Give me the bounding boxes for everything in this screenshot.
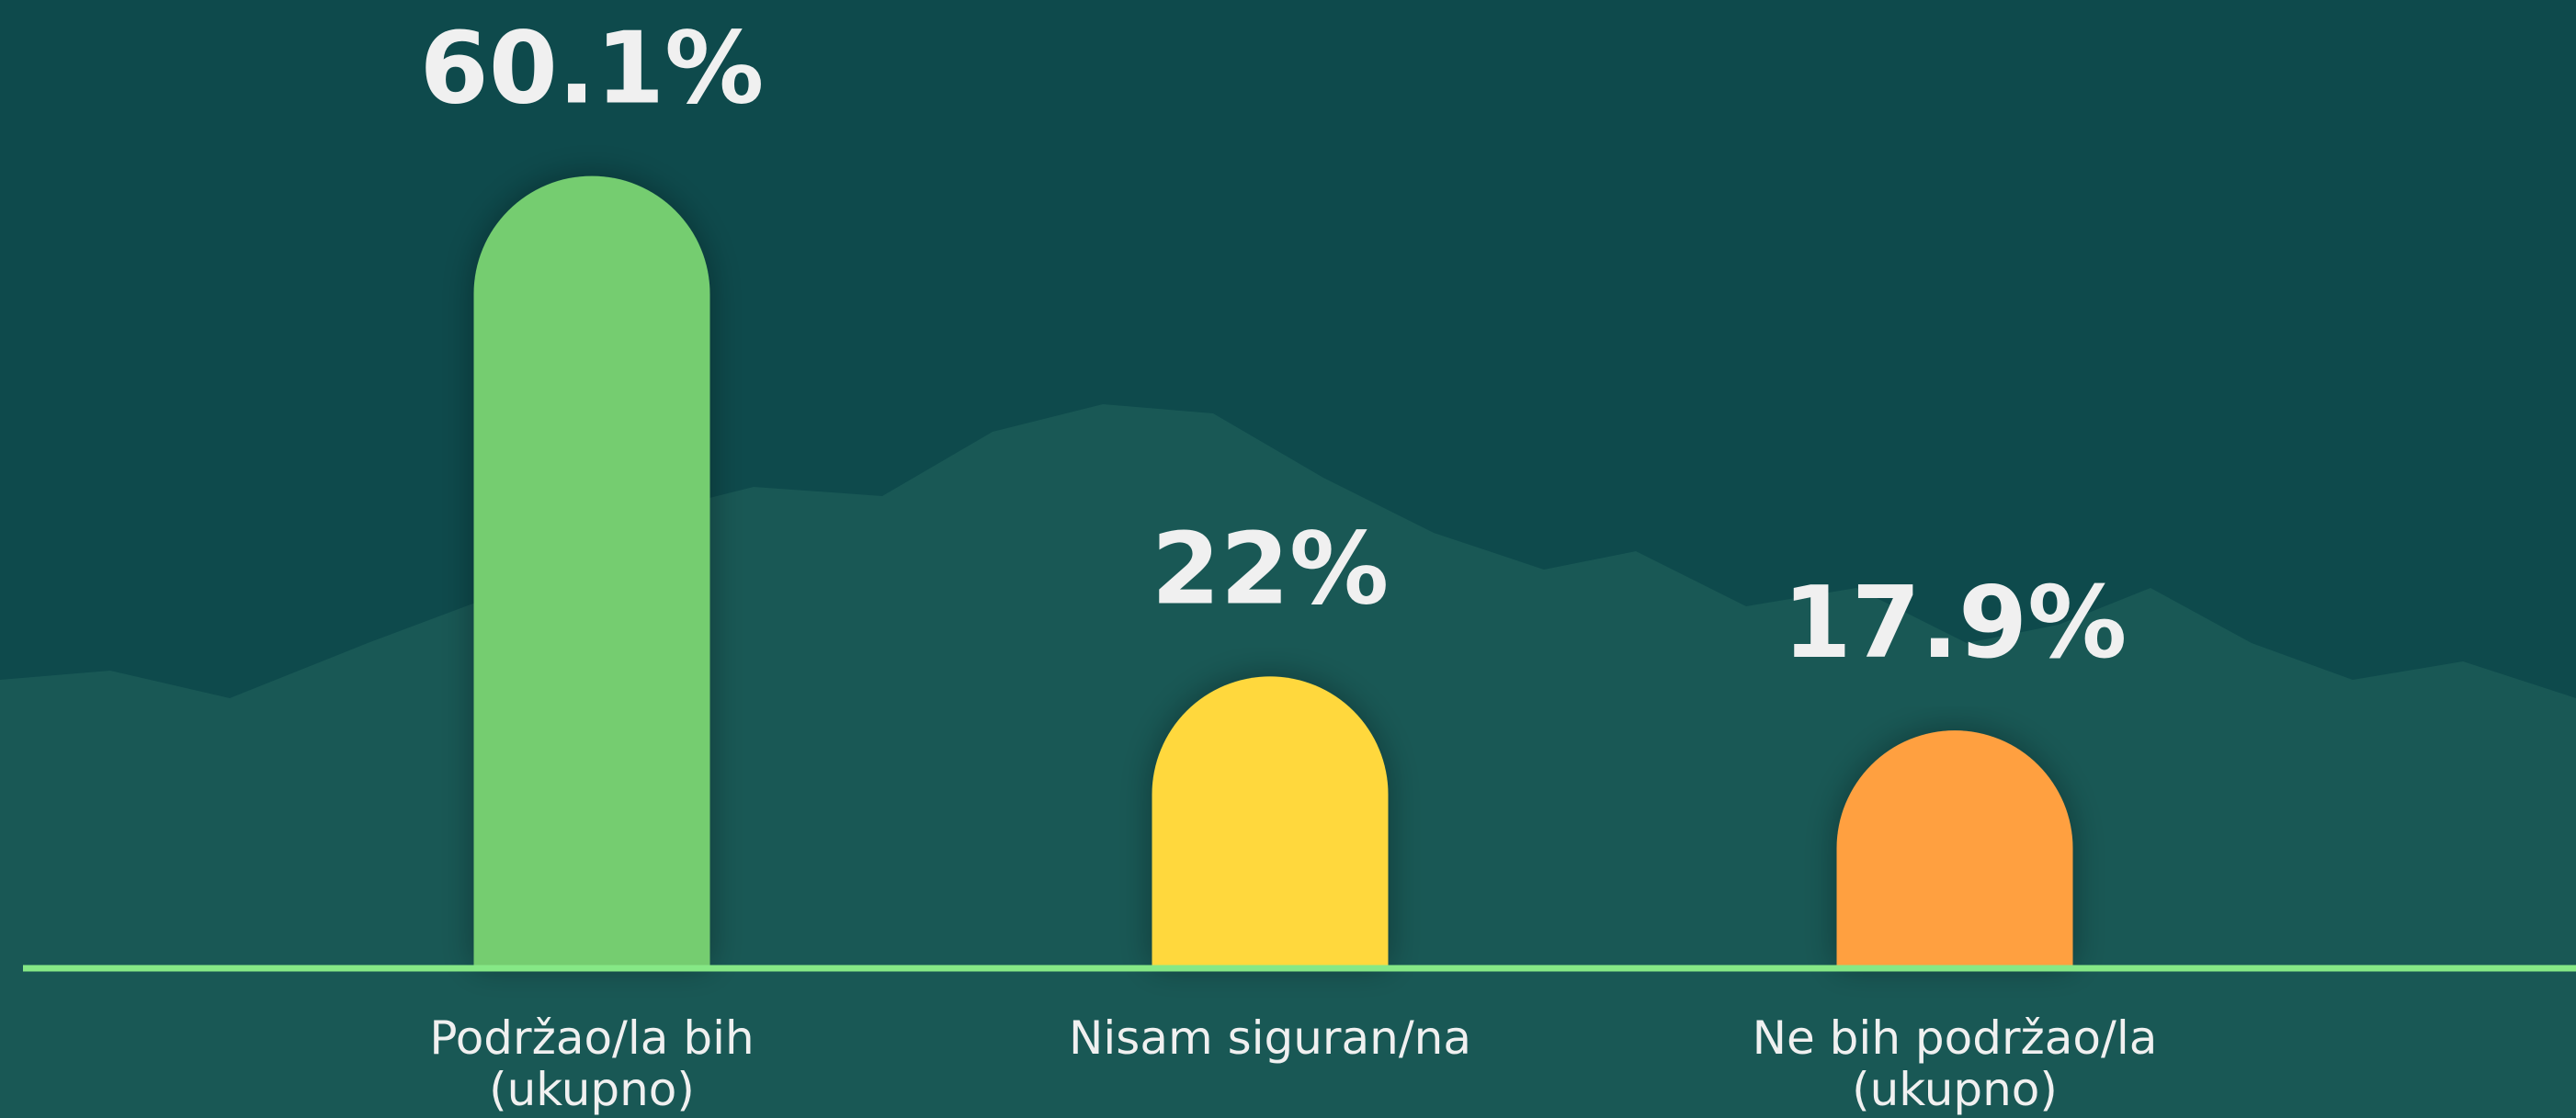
x-tick-label: Podržao/la bih (ukupno) xyxy=(429,1011,755,1116)
value-label: 17.9% xyxy=(1783,566,2128,681)
bar xyxy=(1836,730,2073,966)
x-tick-label: Ne bih podržao/la (ukupno) xyxy=(1752,1011,2158,1116)
bar xyxy=(1152,676,1389,966)
value-label: 22% xyxy=(1152,512,1390,627)
bar xyxy=(473,175,710,966)
x-tick-label: Nisam siguran/na xyxy=(1068,1011,1471,1065)
value-label: 60.1% xyxy=(420,12,765,127)
